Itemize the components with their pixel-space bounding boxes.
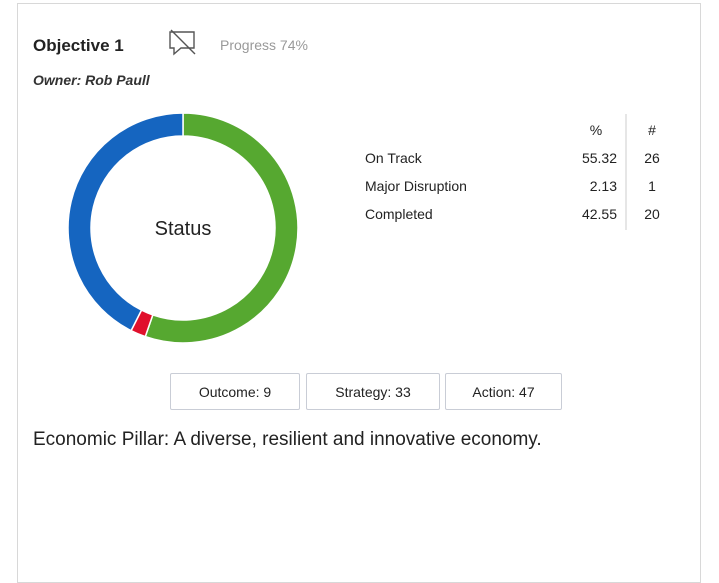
row-label: On Track <box>365 150 423 166</box>
row-count: 26 <box>644 150 660 166</box>
owner: Owner: Rob Paull <box>33 72 150 88</box>
row-count: 1 <box>648 178 656 194</box>
title: Objective 1 <box>33 36 124 55</box>
column-header: # <box>648 122 656 138</box>
row-label: Major Disruption <box>365 178 467 194</box>
row-label: Completed <box>365 206 433 222</box>
comment-icon[interactable] <box>165 28 201 58</box>
row-percent: 42.55 <box>582 206 617 222</box>
donut-slice <box>67 112 184 332</box>
strategy-button[interactable]: Strategy: 33 <box>306 373 440 410</box>
row-percent: 55.32 <box>582 150 617 166</box>
action-button[interactable]: Action: 47 <box>445 373 562 410</box>
status-chart: Status% # On Track 55.32 26 Major Disruption 2… <box>67 112 660 344</box>
row-percent: 2.13 <box>590 178 617 194</box>
row-count: 20 <box>644 206 660 222</box>
center-label: Status <box>155 218 212 240</box>
outcome-button[interactable]: Outcome: 9 <box>170 373 300 410</box>
description: Economic Pillar: A diverse, resilient an… <box>33 429 542 450</box>
progress: Progress 74% <box>220 37 308 53</box>
column-header: % <box>590 122 602 138</box>
